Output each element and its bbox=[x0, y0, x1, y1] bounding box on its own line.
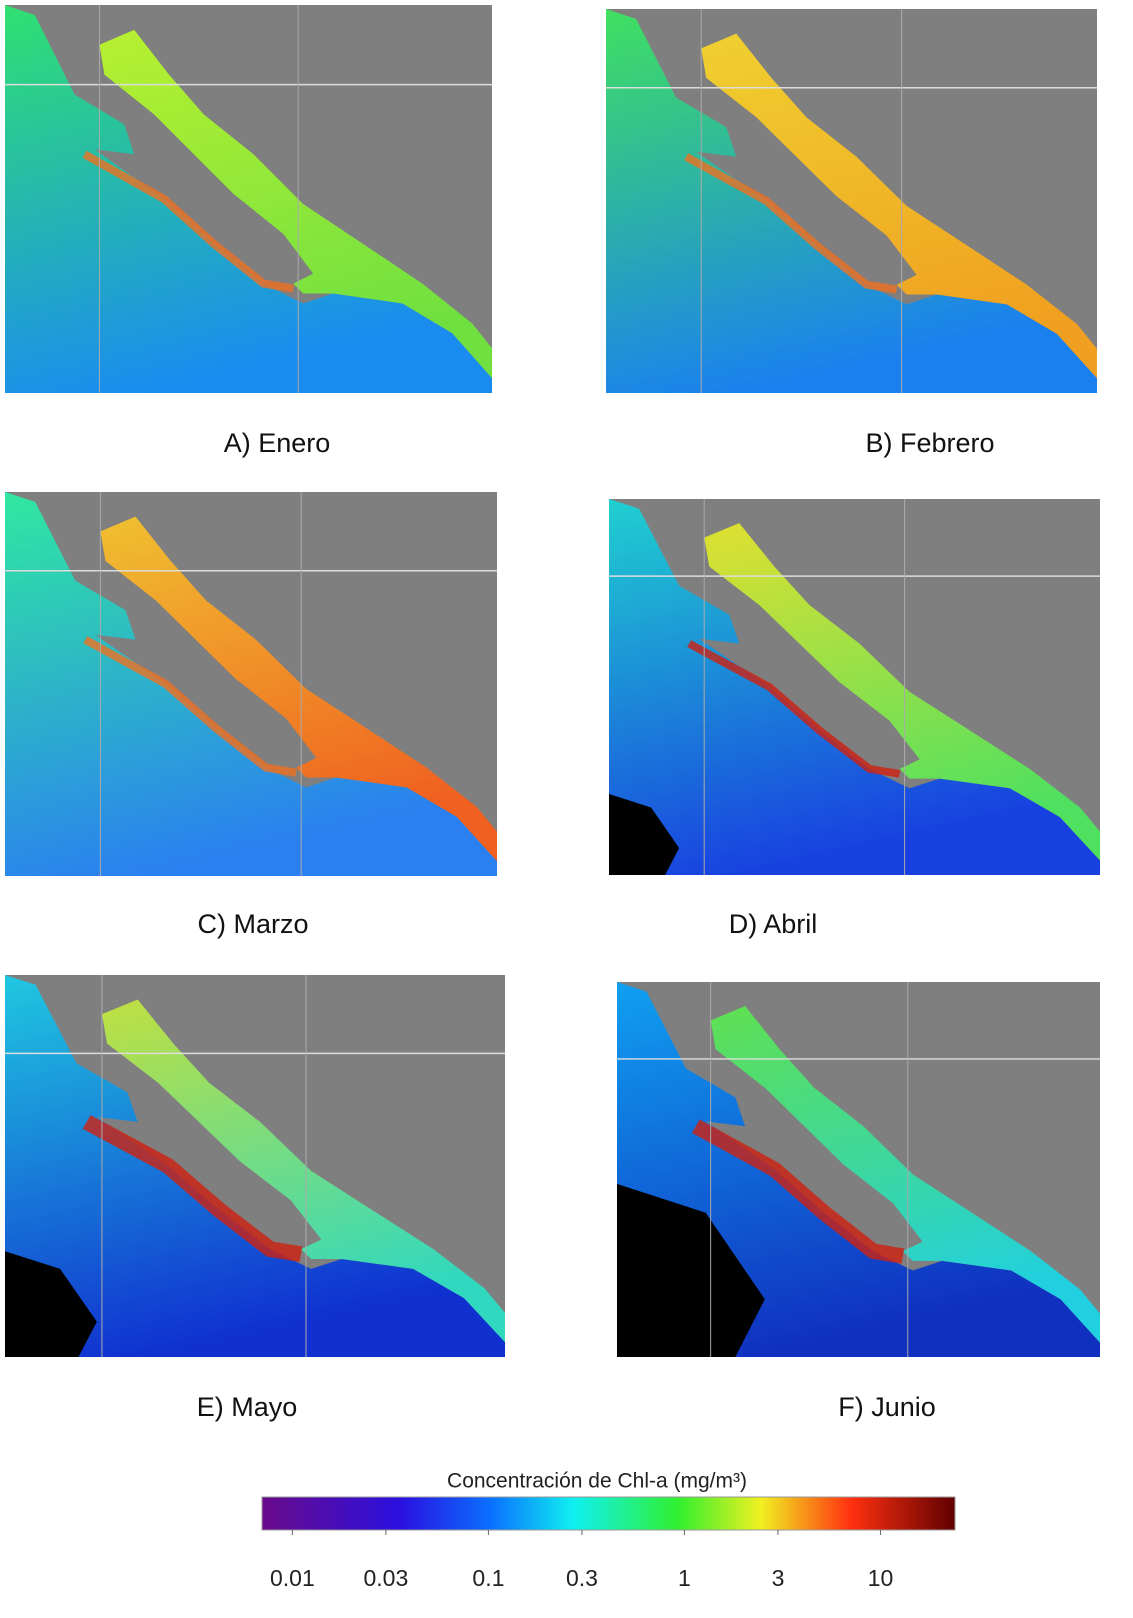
panel-label: C) Marzo bbox=[197, 909, 308, 939]
coastal-bloom bbox=[82, 150, 294, 293]
map-panel bbox=[5, 5, 492, 394]
colorbar-tick-label: 0.1 bbox=[472, 1565, 504, 1591]
coastal-bloom bbox=[687, 640, 901, 778]
coastal-bloom bbox=[684, 153, 898, 294]
gulf bbox=[101, 999, 505, 1343]
coastal-bloom bbox=[691, 1119, 905, 1264]
no-data bbox=[609, 794, 680, 875]
map-panel bbox=[5, 492, 497, 877]
map-panel bbox=[606, 9, 1098, 394]
panel-label: F) Junio bbox=[838, 1392, 936, 1422]
colorbar-tick-label: 0.03 bbox=[364, 1565, 409, 1591]
colorbar-title: Concentración de Chl-a (mg/m³) bbox=[447, 1470, 747, 1493]
map-panel bbox=[5, 975, 505, 1358]
ocean bbox=[609, 499, 1100, 875]
coastal-bloom bbox=[83, 636, 297, 777]
gulf bbox=[100, 516, 497, 862]
no-data bbox=[5, 1251, 97, 1357]
map-panel bbox=[617, 982, 1100, 1358]
map-panel bbox=[609, 499, 1101, 876]
ocean bbox=[5, 5, 492, 394]
gulf bbox=[704, 523, 1100, 861]
colorbar-tick-label: 1 bbox=[678, 1565, 691, 1591]
ocean bbox=[5, 975, 505, 1357]
panel-label: E) Mayo bbox=[197, 1392, 298, 1422]
colorbar-tick-label: 3 bbox=[772, 1565, 785, 1591]
gulf bbox=[99, 29, 492, 379]
panel-label: B) Febrero bbox=[865, 428, 994, 458]
gulf bbox=[701, 33, 1097, 379]
ocean bbox=[606, 9, 1097, 393]
coastal-bloom bbox=[82, 1115, 303, 1262]
ocean bbox=[5, 492, 497, 876]
colorbar-tick-label: 0.3 bbox=[566, 1565, 598, 1591]
no-data bbox=[617, 1183, 765, 1357]
colorbar-tick-label: 0.01 bbox=[270, 1565, 315, 1591]
panel-label: A) Enero bbox=[224, 428, 331, 458]
colorbar bbox=[261, 1496, 956, 1531]
colorbar-tick-label: 10 bbox=[868, 1565, 894, 1591]
gulf bbox=[710, 1006, 1100, 1343]
panel-label: D) Abril bbox=[729, 909, 818, 939]
